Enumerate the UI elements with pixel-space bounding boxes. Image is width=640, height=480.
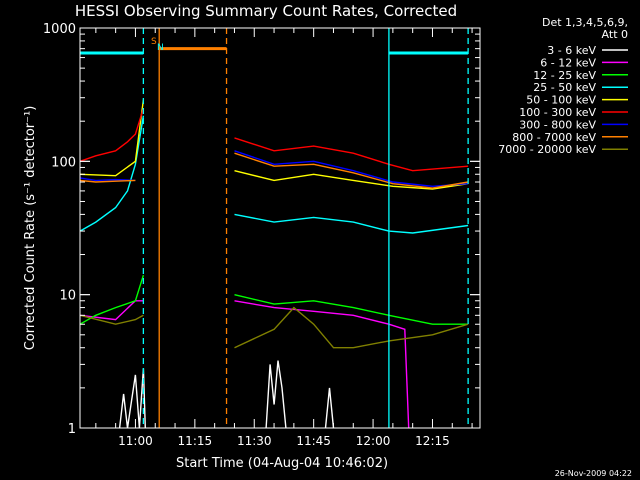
x-tick-label-3: 11:45: [296, 434, 331, 448]
series-8-segment-0: [79, 314, 144, 325]
x-tick-label-1: 11:15: [178, 434, 213, 448]
y-axis-ticks: 1 10 100 1000: [43, 22, 480, 437]
y-tick-label-3: 1000: [43, 22, 76, 37]
legend-label-1: 6 - 12 keV: [540, 56, 596, 69]
x-axis-label: Start Time (04-Aug-04 10:46:02): [176, 456, 388, 471]
legend-label-2: 12 - 25 keV: [533, 69, 596, 82]
series-5-segment-1: [234, 137, 469, 172]
x-axis-ticks: 11:00 11:15 11:30 11:45 12:00 12:15: [95, 28, 473, 448]
y-tick-label-1: 10: [59, 289, 76, 304]
timestamp: 26-Nov-2009 04:22: [555, 469, 632, 478]
legend-label-3: 25 - 50 keV: [533, 81, 596, 94]
series-6-segment-1: [234, 150, 469, 188]
legend-label-6: 300 - 800 keV: [519, 118, 596, 131]
series-1-segment-0: [79, 300, 144, 321]
series-0-segment-0: [118, 368, 146, 429]
plot-lines: [79, 99, 469, 429]
series-2-segment-1: [234, 294, 469, 325]
marker-s: S: [151, 37, 157, 47]
chart-title: HESSI Observing Summary Count Rates, Cor…: [75, 2, 457, 20]
x-tick-label-4: 12:00: [356, 434, 391, 448]
y-axis-label: Corrected Count Rate (s⁻¹ detector⁻¹): [23, 106, 38, 351]
legend-label-4: 50 - 100 keV: [526, 94, 596, 107]
series-4-segment-0: [79, 99, 145, 177]
legend-label-7: 800 - 7000 keV: [512, 131, 596, 144]
series-5-segment-0: [79, 108, 145, 162]
legend-header-line2: Att 0: [602, 28, 628, 41]
series-7-segment-1: [234, 152, 469, 189]
x-tick-label-0: 11:00: [118, 434, 153, 448]
legend-label-8: 7000 - 20000 keV: [498, 143, 596, 156]
plot-frame: [79, 27, 481, 429]
series-1-segment-1: [234, 300, 410, 429]
series-7-segment-0: [79, 179, 136, 183]
series-3-segment-1: [234, 213, 469, 234]
marker-n: N: [157, 43, 164, 53]
plot-vlines: [142, 28, 469, 428]
legend-label-0: 3 - 6 keV: [547, 44, 596, 57]
y-tick-label-0: 1: [68, 422, 76, 437]
series-4-segment-1: [234, 170, 469, 190]
series-0-segment-2: [324, 387, 335, 429]
series-0-segment-1: [265, 360, 287, 429]
y-tick-label-2: 100: [51, 155, 76, 170]
x-tick-label-2: 11:30: [237, 434, 272, 448]
legend-label-5: 100 - 300 keV: [519, 106, 596, 119]
legend-header-line1: Det 1,3,4,5,6,9,: [542, 16, 628, 29]
series-6-segment-0: [79, 177, 136, 182]
series-8-segment-1: [234, 306, 469, 349]
x-tick-label-5: 12:15: [415, 434, 450, 448]
plot-bars: [80, 47, 469, 55]
series-3-segment-0: [79, 115, 145, 232]
